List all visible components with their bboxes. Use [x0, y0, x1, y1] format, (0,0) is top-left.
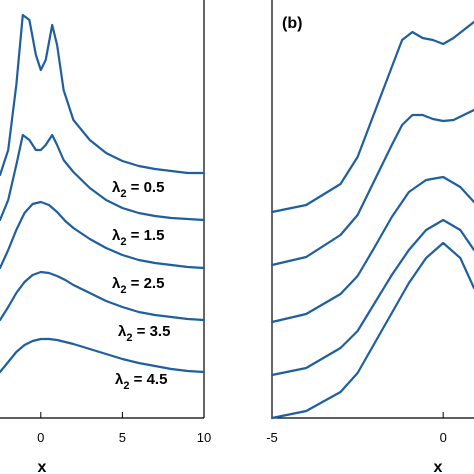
panel-a-series-4 [0, 337, 206, 374]
panel-b-x-tick-label-0: -5 [266, 430, 278, 445]
panel-b-x-tick-label-1: 0 [440, 430, 447, 445]
panel-b: -5 0 (b) x [266, 0, 474, 474]
panel-a-x-tick-label-1: 5 [119, 430, 126, 445]
panel-a-annotation-4: λ2 = 4.5 [115, 371, 167, 392]
panel-a-x-tick-label-0: 0 [37, 430, 44, 445]
panel-b-series-1 [270, 108, 474, 267]
panel-a-series-1 [0, 133, 206, 222]
panel-a-series-2 [0, 200, 206, 270]
panel-b-series-4 [270, 241, 474, 420]
panel-a-x-tick-label-2: 10 [197, 430, 211, 445]
panel-a-annotation-1: λ2 = 1.5 [112, 227, 164, 248]
panel-b-series-3 [270, 218, 474, 377]
panel-a-annotation-0: λ2 = 0.5 [112, 179, 164, 200]
panel-a-series-0 [0, 13, 206, 177]
panel-b-series-0 [270, 20, 474, 214]
panel-a: 0 5 10 x λ2 = 0.5 λ2 = 1.5 λ2 = 2.5 λ2 = 3… [0, 0, 211, 474]
panel-a-series-3 [0, 270, 206, 322]
panel-a-x-label: x [38, 459, 47, 474]
panel-a-annotation-2: λ2 = 2.5 [112, 275, 164, 296]
panel-b-title: (b) [282, 15, 302, 32]
panel-b-x-label: x [434, 459, 443, 474]
panel-b-series-2 [270, 175, 474, 324]
panel-a-annotation-3: λ2 = 3.5 [118, 323, 170, 344]
